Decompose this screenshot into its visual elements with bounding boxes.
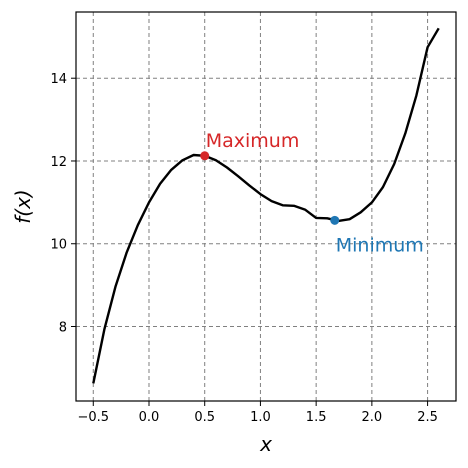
- plot-frame: [75, 11, 457, 402]
- series-layer: [92, 27, 440, 384]
- maximum-point: [200, 151, 210, 161]
- y-tick-label: 8: [59, 321, 67, 336]
- x-tick-label: 2.5: [417, 410, 438, 425]
- minimum-label: Minimum: [336, 234, 424, 256]
- grid: [76, 12, 456, 401]
- y-tick-label: 14: [50, 72, 67, 87]
- x-axis-label: x: [259, 432, 272, 456]
- x-tick-label: 1.5: [306, 410, 327, 425]
- axis-ticks: −0.5 0.0 0.5 1.0 1.5 2.0 2.5 8 10 12 14: [50, 72, 437, 425]
- maximum-label: Maximum: [206, 130, 300, 152]
- x-tick-label: −0.5: [77, 410, 109, 425]
- y-tick-label: 12: [50, 155, 67, 170]
- x-tick-label: 1.0: [250, 410, 271, 425]
- minimum-point: [330, 215, 340, 225]
- x-tick-label: 2.0: [362, 410, 383, 425]
- x-tick-label: 0.5: [194, 410, 215, 425]
- series-line: [92, 27, 440, 384]
- y-axis-label: f(x): [11, 189, 35, 223]
- point-layer: Maximum Minimum: [200, 130, 424, 256]
- x-tick-label: 0.0: [139, 410, 160, 425]
- y-tick-label: 10: [50, 238, 67, 253]
